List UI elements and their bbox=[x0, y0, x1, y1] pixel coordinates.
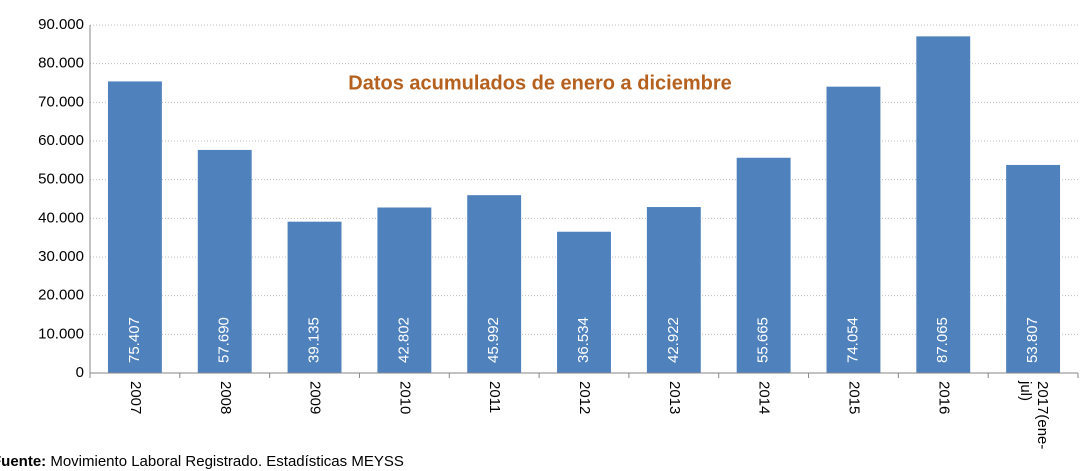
value-label: 55.665 bbox=[755, 317, 772, 363]
y-tick-label: 80.000 bbox=[38, 55, 84, 72]
y-tick-label: 90.000 bbox=[38, 16, 84, 33]
x-tick-label: 2009 bbox=[307, 381, 324, 414]
x-tick-label: 2012 bbox=[576, 381, 593, 414]
x-tick-label: 2016 bbox=[935, 381, 952, 414]
value-label: 42.802 bbox=[395, 317, 412, 363]
value-label: 74.054 bbox=[844, 317, 861, 363]
x-tick-label: 2015 bbox=[845, 381, 862, 414]
y-tick-label: 10.000 bbox=[38, 325, 84, 342]
y-tick-label: 60.000 bbox=[38, 132, 84, 149]
value-label: 45.992 bbox=[485, 317, 502, 363]
y-tick-label: 20.000 bbox=[38, 287, 84, 304]
bar bbox=[467, 195, 522, 373]
bar bbox=[107, 81, 162, 373]
value-label: 75.407 bbox=[126, 317, 143, 363]
value-label: 57.690 bbox=[216, 317, 233, 363]
bar bbox=[377, 207, 432, 373]
bar bbox=[916, 36, 971, 374]
x-tick-label-part: jul) bbox=[1017, 380, 1034, 401]
bar bbox=[646, 207, 701, 373]
source: Fuente: Movimiento Laboral Registrado. E… bbox=[0, 453, 404, 470]
bar bbox=[557, 231, 611, 373]
x-tick-label: 2008 bbox=[217, 381, 234, 414]
y-tick-label: 30.000 bbox=[38, 248, 84, 265]
source-label: Fuente: bbox=[0, 453, 46, 470]
x-tick-label-part: 2017(ene- bbox=[1034, 381, 1051, 449]
bar bbox=[197, 149, 252, 373]
y-tick-label: 50.000 bbox=[38, 171, 84, 188]
bar bbox=[826, 86, 881, 373]
bar bbox=[287, 221, 342, 373]
y-tick-label: 40.000 bbox=[38, 209, 84, 226]
value-label: 87.065 bbox=[934, 317, 951, 363]
bar bbox=[736, 157, 791, 373]
y-tick-label: 70.000 bbox=[38, 93, 84, 110]
value-label: 42.922 bbox=[665, 317, 682, 363]
annotation: Datos acumulados de enero a diciembre bbox=[348, 72, 731, 94]
value-label: 39.135 bbox=[306, 317, 323, 363]
x-tick-label: 2014 bbox=[756, 381, 773, 414]
value-label: 36.534 bbox=[575, 317, 592, 363]
x-tick-label: 2007 bbox=[127, 381, 144, 414]
x-tick-label: 2013 bbox=[666, 381, 683, 414]
x-tick-label: 2017(ene-jul) bbox=[1017, 380, 1051, 449]
x-tick-label: 2010 bbox=[396, 381, 413, 414]
x-tick-label: 2011 bbox=[486, 381, 503, 413]
value-label: 53.807 bbox=[1024, 317, 1041, 363]
bar bbox=[1006, 164, 1061, 373]
y-tick-label: 0 bbox=[76, 364, 84, 381]
source-text: Movimiento Laboral Registrado. Estadísti… bbox=[50, 453, 404, 470]
